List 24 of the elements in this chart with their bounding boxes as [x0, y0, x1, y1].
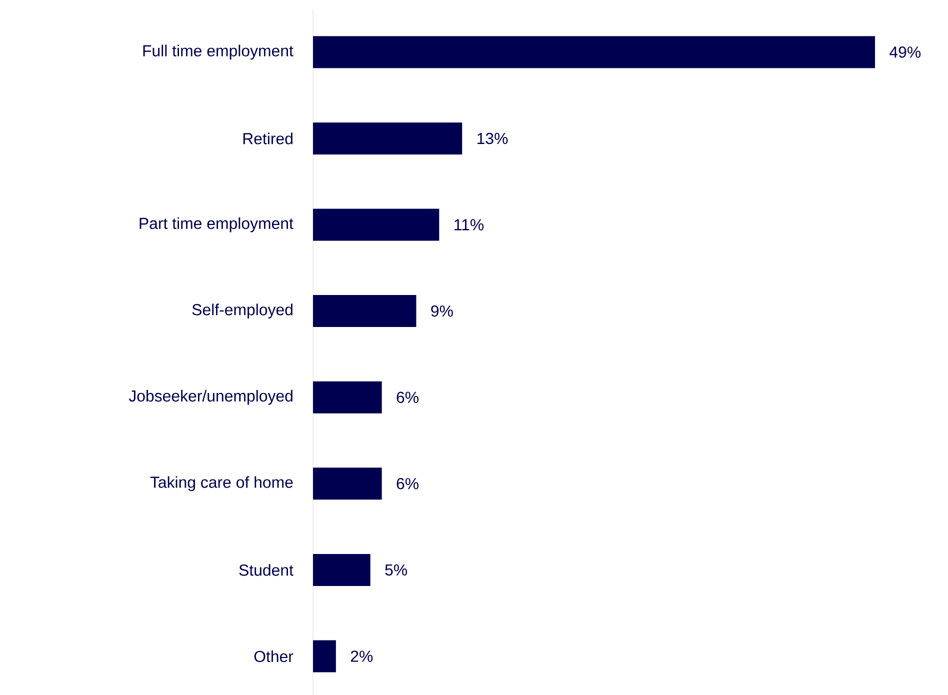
data-label: 13% — [478, 132, 508, 144]
y-tick-label: Part time employment — [140, 217, 294, 232]
y-tick-label: Retired — [243, 132, 292, 144]
bar — [313, 122, 462, 154]
y-tick-label: Student — [239, 564, 294, 576]
bar — [313, 295, 416, 328]
bar — [313, 468, 382, 500]
data-label: 5% — [385, 564, 408, 576]
bar — [313, 381, 382, 414]
data-label: 49% — [890, 46, 921, 58]
y-tick-label: Jobseeker/unemployed — [128, 390, 292, 405]
bar — [313, 36, 876, 68]
y-tick-label: Self-employed — [192, 304, 292, 318]
bar — [313, 554, 370, 586]
data-label: 6% — [396, 392, 418, 403]
bar — [313, 640, 336, 672]
data-label: 2% — [350, 650, 373, 662]
y-tick-label: Taking care of home — [150, 476, 293, 492]
data-label: 11% — [454, 219, 484, 230]
data-label: 9% — [431, 305, 453, 317]
bar — [313, 208, 440, 241]
data-label: 6% — [396, 478, 418, 490]
y-tick-label: Full time employment — [143, 44, 294, 60]
y-tick-label: Other — [254, 650, 294, 662]
